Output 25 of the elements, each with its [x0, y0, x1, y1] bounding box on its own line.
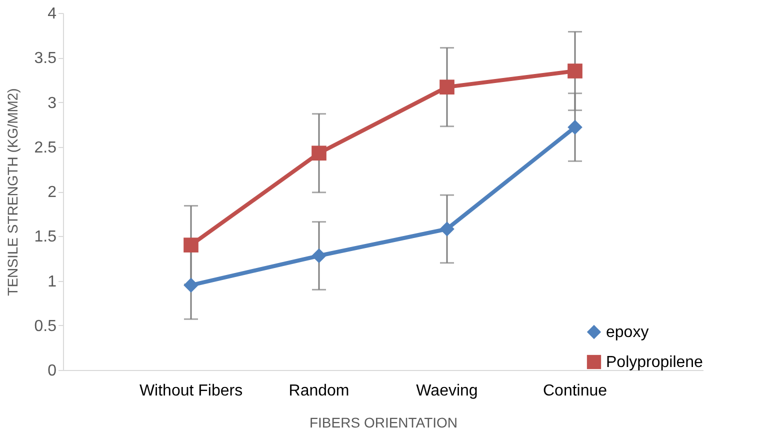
point [184, 238, 198, 252]
point [440, 80, 454, 94]
point [568, 120, 582, 135]
y-tick-label: 1.5 [34, 228, 57, 246]
point [312, 248, 326, 264]
y-axis-title: TENSILE STRENGTH (KG/MM2) [4, 88, 20, 296]
x-tick-label: Waeving [416, 382, 478, 400]
y-tick-label: 2.5 [34, 139, 57, 156]
point [568, 64, 582, 78]
legend-label: epoxy [606, 324, 649, 341]
legend-label: Polypropilene [606, 354, 704, 371]
y-tick-label: 2 [48, 184, 57, 201]
point [312, 146, 326, 161]
y-tick-label: 0.5 [34, 318, 57, 335]
x-axis-title: FIBERS ORIENTATION [309, 414, 458, 430]
y-tick-label: 3.5 [34, 50, 57, 68]
y-tick-label: 4 [48, 6, 57, 22]
x-tick-label: Continue [542, 382, 608, 400]
point [440, 222, 454, 236]
x-tick-label: Without Fibers [139, 382, 243, 400]
point [184, 278, 198, 293]
x-tick-label: Random [288, 382, 350, 400]
y-tick-label: 1 [48, 273, 57, 290]
y-tick-label: 0 [48, 362, 57, 380]
y-tick-label: 3 [48, 94, 57, 112]
